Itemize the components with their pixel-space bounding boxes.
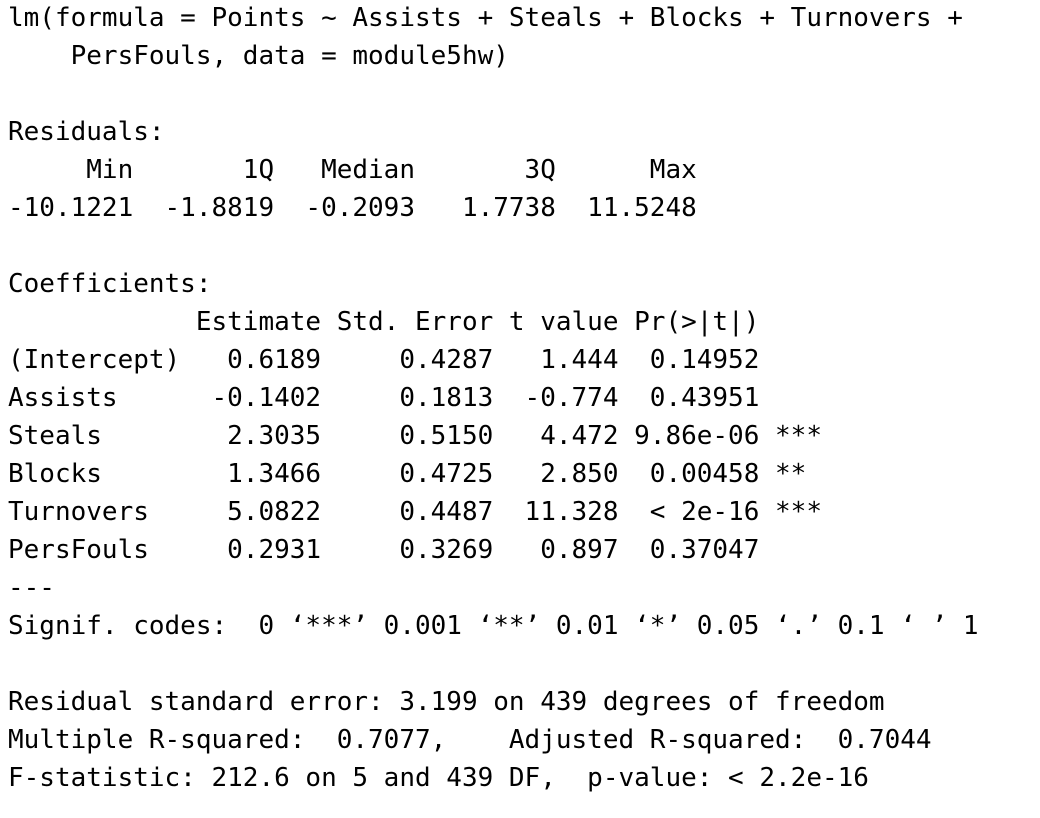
coefficient-row-steals: Steals 2.3035 0.5150 4.472 9.86e-06 *** xyxy=(8,421,822,451)
separator-line: --- xyxy=(8,573,55,603)
residuals-title: Residuals: xyxy=(8,117,165,147)
call-line-1: lm(formula = Points ~ Assists + Steals +… xyxy=(8,3,963,33)
coefficient-row-turnovers: Turnovers 5.0822 0.4487 11.328 < 2e-16 *… xyxy=(8,497,822,527)
call-line-2: PersFouls, data = module5hw) xyxy=(8,41,509,71)
coefficient-row-persfouls: PersFouls 0.2931 0.3269 0.897 0.37047 xyxy=(8,535,822,565)
coefficient-row-intercept: (Intercept) 0.6189 0.4287 1.444 0.14952 xyxy=(8,345,822,375)
coefficients-title: Coefficients: xyxy=(8,269,212,299)
coefficients-header: Estimate Std. Error t value Pr(>|t|) xyxy=(8,307,822,337)
signif-codes-line: Signif. codes: 0 ‘***’ 0.001 ‘**’ 0.01 ‘… xyxy=(8,611,979,641)
coefficient-row-assists: Assists -0.1402 0.1813 -0.774 0.43951 xyxy=(8,383,822,413)
residuals-values: -10.1221 -1.8819 -0.2093 1.7738 11.5248 xyxy=(8,193,713,223)
blank-line xyxy=(8,645,1040,683)
blank-line xyxy=(8,227,1040,265)
blank-line xyxy=(8,75,1040,113)
r-squared-line: Multiple R-squared: 0.7077, Adjusted R-s… xyxy=(8,725,948,755)
coefficient-row-blocks: Blocks 1.3466 0.4725 2.850 0.00458 ** xyxy=(8,459,822,489)
residuals-header: Min 1Q Median 3Q Max xyxy=(8,155,713,185)
residual-standard-error-line: Residual standard error: 3.199 on 439 de… xyxy=(8,687,885,717)
f-statistic-line: F-statistic: 212.6 on 5 and 439 DF, p-va… xyxy=(8,763,869,793)
r-console-output: lm(formula = Points ~ Assists + Steals +… xyxy=(8,3,1040,793)
